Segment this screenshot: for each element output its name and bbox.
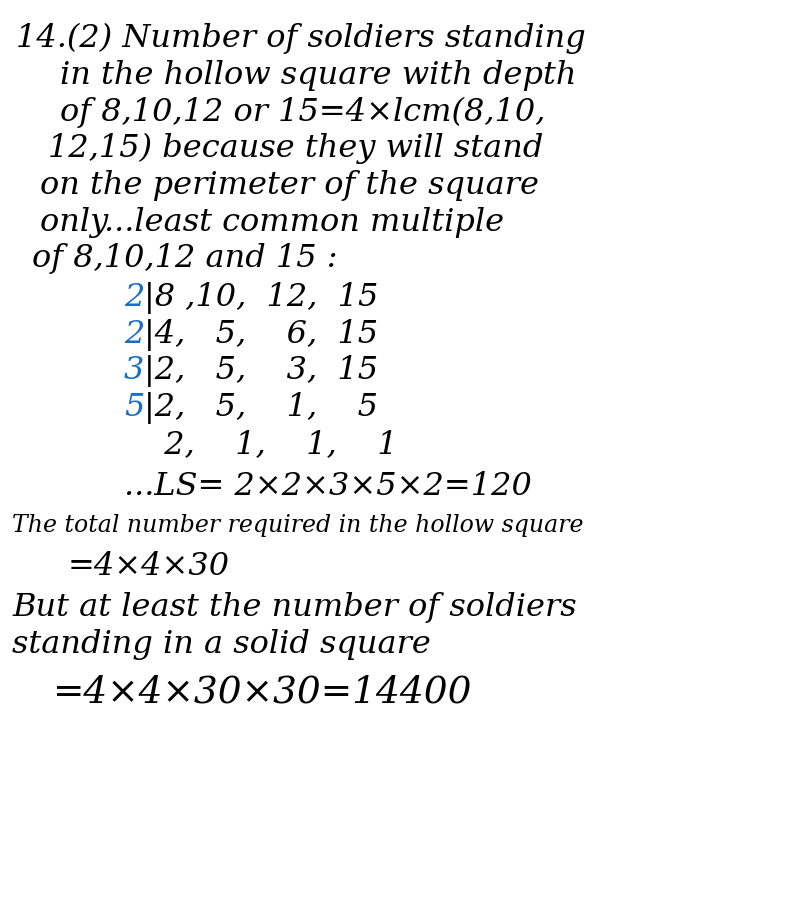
- Text: of 8,10,12 or 15=4×lcm(8,10,: of 8,10,12 or 15=4×lcm(8,10,: [60, 96, 546, 128]
- Text: =4×4×30×30=14400: =4×4×30×30=14400: [52, 675, 471, 711]
- Text: in the hollow square with depth: in the hollow square with depth: [60, 60, 577, 91]
- Text: =4×4×30: =4×4×30: [68, 551, 230, 582]
- Text: |2,   5,    3,  15: |2, 5, 3, 15: [144, 355, 378, 387]
- Text: 2: 2: [124, 282, 144, 313]
- Text: The total number required in the hollow square: The total number required in the hollow …: [12, 514, 583, 537]
- Text: 12,15) because they will stand: 12,15) because they will stand: [48, 133, 543, 164]
- Text: standing in a solid square: standing in a solid square: [12, 629, 431, 660]
- Text: 14.(2) Number of soldiers standing: 14.(2) Number of soldiers standing: [16, 23, 586, 54]
- Text: 5: 5: [124, 392, 144, 423]
- Text: 2: 2: [124, 319, 144, 350]
- Text: only...least common multiple: only...least common multiple: [40, 207, 504, 238]
- Text: |4,   5,    6,  15: |4, 5, 6, 15: [144, 319, 378, 351]
- Text: But at least the number of soldiers: But at least the number of soldiers: [12, 592, 577, 623]
- Text: on the perimeter of the square: on the perimeter of the square: [40, 170, 539, 201]
- Text: 2,    1,    1,    1: 2, 1, 1, 1: [144, 429, 398, 460]
- Text: ...LS= 2×2×3×5×2=120: ...LS= 2×2×3×5×2=120: [124, 471, 532, 502]
- Text: |2,   5,    1,    5: |2, 5, 1, 5: [144, 392, 378, 424]
- Text: |8 ,10,  12,  15: |8 ,10, 12, 15: [144, 282, 378, 314]
- Text: 3: 3: [124, 355, 144, 386]
- Text: of 8,10,12 and 15 :: of 8,10,12 and 15 :: [32, 243, 338, 274]
